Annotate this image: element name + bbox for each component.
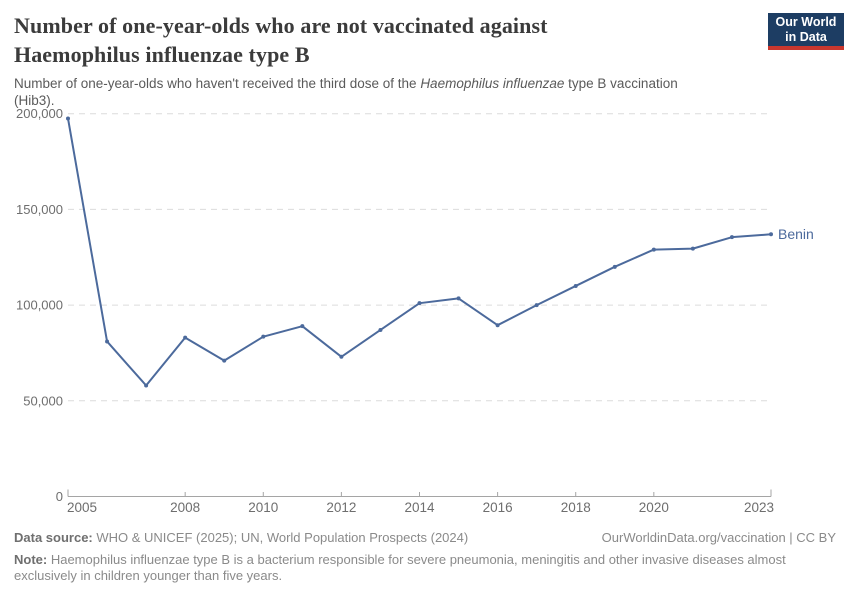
chart-footer: Data source: WHO & UNICEF (2025); UN, Wo… xyxy=(14,530,836,584)
data-point-marker xyxy=(261,334,266,339)
y-axis-tick-label: 150,000 xyxy=(16,202,63,217)
data-point-marker xyxy=(183,335,188,340)
data-point-marker xyxy=(612,264,617,269)
data-point-marker xyxy=(651,247,656,252)
y-axis-tick-label: 0 xyxy=(56,489,63,504)
data-point-marker xyxy=(456,296,461,301)
chart-subtitle: Number of one-year-olds who haven't rece… xyxy=(14,75,714,109)
title-line-1: Number of one-year-olds who are not vacc… xyxy=(14,13,548,38)
footnote-label: Note: xyxy=(14,552,48,567)
license-link[interactable]: OurWorldinData.org/vaccination | CC BY xyxy=(601,530,836,545)
x-axis-tick-label: 2010 xyxy=(248,500,278,515)
title-line-2: Haemophilus influenzae type B xyxy=(14,42,310,67)
x-axis-tick-label: 2020 xyxy=(639,500,669,515)
x-axis-tick-label: 2008 xyxy=(170,500,200,515)
x-axis-tick-label: 2023 xyxy=(744,500,774,515)
chart-plot-area[interactable] xyxy=(68,114,771,497)
data-point-marker xyxy=(378,327,383,332)
data-point-marker xyxy=(495,323,500,328)
series-end-label: Benin xyxy=(778,226,814,242)
data-point-marker xyxy=(222,358,227,363)
logo-line-1: Our World xyxy=(775,15,837,29)
data-point-marker xyxy=(690,246,695,251)
data-source-text: Data source: WHO & UNICEF (2025); UN, Wo… xyxy=(14,530,468,546)
data-point-marker xyxy=(144,383,149,388)
x-axis-tick-label: 2016 xyxy=(483,500,513,515)
data-point-marker xyxy=(534,303,539,308)
y-axis-tick-label: 50,000 xyxy=(23,393,63,408)
data-point-marker xyxy=(300,324,305,329)
x-axis-tick-label: 2018 xyxy=(561,500,591,515)
footnote: Note: Haemophilus influenzae type B is a… xyxy=(14,552,799,584)
subtitle-text: Number of one-year-olds who haven't rece… xyxy=(14,76,421,91)
x-axis-tick-label: 2005 xyxy=(67,500,97,515)
x-axis-tick-label: 2014 xyxy=(404,500,435,515)
chart-header: Number of one-year-olds who are not vacc… xyxy=(14,11,714,109)
x-axis-tick-label: 2012 xyxy=(326,500,356,515)
subtitle-italic-text: Haemophilus influenzae xyxy=(420,76,565,91)
data-point-marker xyxy=(339,354,344,359)
owid-logo[interactable]: Our World in Data xyxy=(768,13,844,50)
footnote-text: Haemophilus influenzae type B is a bacte… xyxy=(14,552,786,583)
subtitle-suffix-text: type B vaccination (Hib3). xyxy=(14,76,678,108)
page-title: Number of one-year-olds who are not vacc… xyxy=(14,11,714,69)
data-point-marker xyxy=(573,283,578,288)
y-axis-tick-label: 200,000 xyxy=(16,106,63,121)
logo-line-2: in Data xyxy=(785,29,827,44)
y-axis-tick-label: 100,000 xyxy=(16,298,63,313)
data-source-label: Data source: xyxy=(14,530,93,545)
data-point-marker xyxy=(729,235,734,240)
data-point-marker xyxy=(66,116,70,121)
data-point-marker xyxy=(105,339,110,344)
data-source-value: WHO & UNICEF (2025); UN, World Populatio… xyxy=(92,530,469,545)
data-point-marker xyxy=(769,232,773,237)
data-point-marker xyxy=(417,301,422,306)
